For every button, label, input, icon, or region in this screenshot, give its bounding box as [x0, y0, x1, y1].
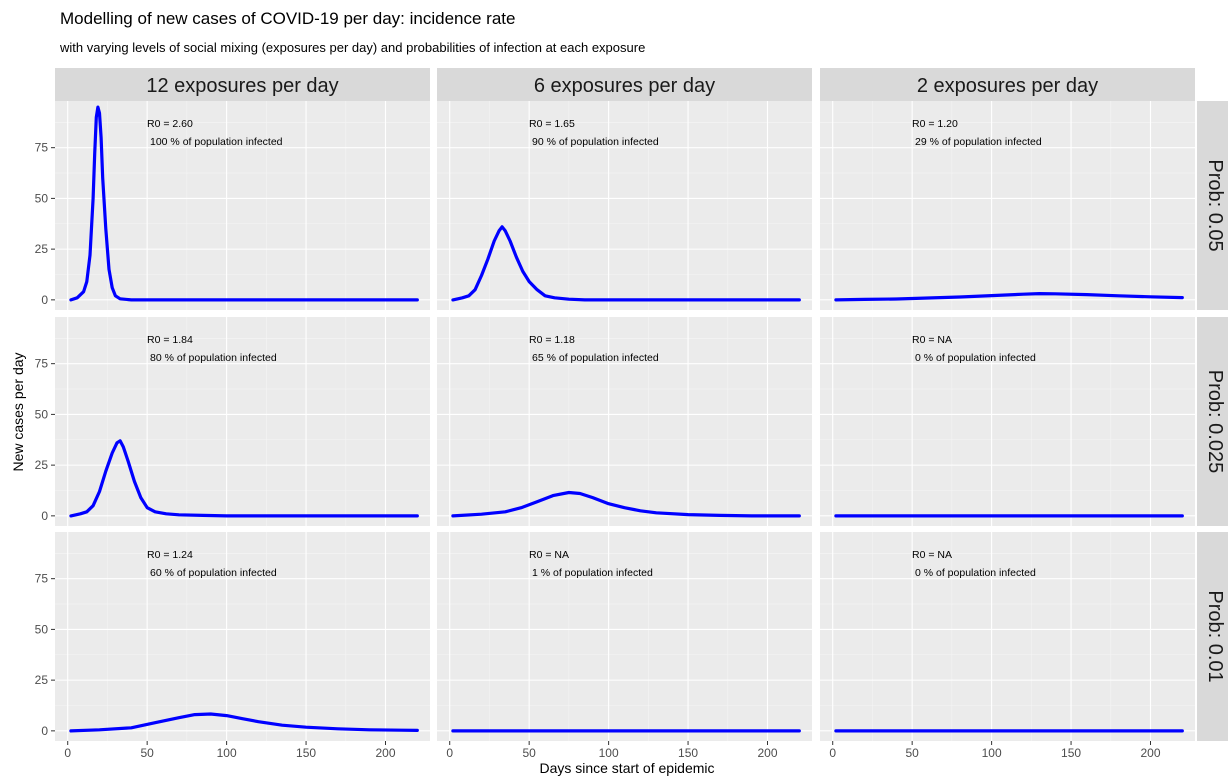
infected-label: 29 % of population infected: [915, 136, 1042, 148]
annotations-layer: R0 = 2.60 100 % of population infected R0 …: [147, 118, 1042, 579]
panel-background: [55, 317, 430, 526]
facet-strip-top: [55, 68, 430, 101]
panel-background: [820, 317, 1195, 526]
infected-label: 60 % of population infected: [150, 567, 277, 579]
y-tick-label: 0: [41, 724, 48, 738]
r0-label: R0 = 2.60: [147, 118, 193, 130]
r0-label: R0 = NA: [529, 549, 569, 561]
x-axis-title: Days since start of epidemic: [539, 760, 714, 776]
series-line: [69, 105, 419, 302]
infected-label: 0 % of population infected: [915, 567, 1036, 579]
facet-row-label: Prob: 0.025: [1204, 370, 1226, 473]
panel-background: [55, 101, 430, 310]
x-tick-label: 0: [829, 746, 836, 760]
chart-subtitle: with varying levels of social mixing (ex…: [60, 40, 646, 55]
facet-strip-right: [1197, 101, 1228, 310]
facet-row-label: Prob: 0.05: [1204, 159, 1226, 251]
series-line: [69, 439, 419, 518]
r0-label: R0 = 1.84: [147, 334, 193, 346]
y-tick-label: 0: [41, 509, 48, 523]
x-tick-label: 0: [446, 746, 453, 760]
axes-layer: 0 25 50 75 0 25 50 75 0 25 50 75 0 50 100 150 200 0 50 100 1…: [35, 141, 1161, 760]
facet-col-label: 6 exposures per day: [534, 75, 715, 97]
y-tick-label: 0: [41, 293, 48, 307]
y-tick-label: 25: [35, 458, 49, 472]
infected-label: 65 % of population infected: [532, 352, 659, 364]
y-tick-label: 25: [35, 242, 49, 256]
panel-background: [437, 532, 812, 741]
r0-label: R0 = 1.18: [529, 334, 575, 346]
x-tick-label: 150: [296, 746, 316, 760]
series-line: [451, 225, 801, 302]
facet-col-label: 12 exposures per day: [146, 75, 338, 97]
x-tick-label: 100: [599, 746, 619, 760]
x-tick-label: 50: [522, 746, 536, 760]
x-tick-label: 200: [1140, 746, 1160, 760]
facet-col-label: 2 exposures per day: [917, 75, 1098, 97]
lines-layer: [69, 105, 1184, 733]
facet-strip-top: [820, 68, 1195, 101]
y-tick-label: 75: [35, 357, 49, 371]
x-tick-label: 100: [217, 746, 237, 760]
x-tick-label: 50: [905, 746, 919, 760]
panel-background: [820, 101, 1195, 310]
y-tick-label: 75: [35, 572, 49, 586]
x-tick-label: 200: [375, 746, 395, 760]
y-tick-label: 25: [35, 673, 49, 687]
infected-label: 100 % of population infected: [150, 136, 283, 148]
x-tick-label: 50: [140, 746, 154, 760]
panels-layer: [55, 101, 1195, 741]
x-tick-label: 100: [982, 746, 1002, 760]
infected-label: 1 % of population infected: [532, 567, 653, 579]
r0-label: R0 = NA: [912, 549, 952, 561]
series-line: [834, 292, 1184, 302]
panel-background: [820, 532, 1195, 741]
infected-label: 90 % of population infected: [532, 136, 659, 148]
facet-strips: 12 exposures per day 6 exposures per day 2…: [55, 68, 1228, 741]
y-tick-label: 50: [35, 407, 49, 421]
panel-background: [55, 532, 430, 741]
r0-label: R0 = NA: [912, 334, 952, 346]
facet-row-label: Prob: 0.01: [1204, 590, 1226, 682]
panel-background: [437, 101, 812, 310]
r0-label: R0 = 1.24: [147, 549, 193, 561]
y-tick-label: 50: [35, 622, 49, 636]
infected-label: 80 % of population infected: [150, 352, 277, 364]
facet-strip-right: [1197, 317, 1228, 526]
series-line: [69, 712, 419, 733]
x-tick-label: 150: [1061, 746, 1081, 760]
y-axis-title: New cases per day: [10, 352, 26, 471]
infected-label: 0 % of population infected: [915, 352, 1036, 364]
y-tick-label: 50: [35, 191, 49, 205]
facet-strip-right: [1197, 532, 1228, 741]
y-tick-label: 75: [35, 141, 49, 155]
chart-title: Modelling of new cases of COVID-19 per d…: [60, 9, 516, 28]
facet-strip-top: [437, 68, 812, 101]
x-tick-label: 200: [757, 746, 777, 760]
panel-background: [437, 317, 812, 526]
x-tick-label: 0: [64, 746, 71, 760]
r0-label: R0 = 1.65: [529, 118, 575, 130]
series-line: [451, 490, 801, 518]
x-tick-label: 150: [678, 746, 698, 760]
r0-label: R0 = 1.20: [912, 118, 958, 130]
